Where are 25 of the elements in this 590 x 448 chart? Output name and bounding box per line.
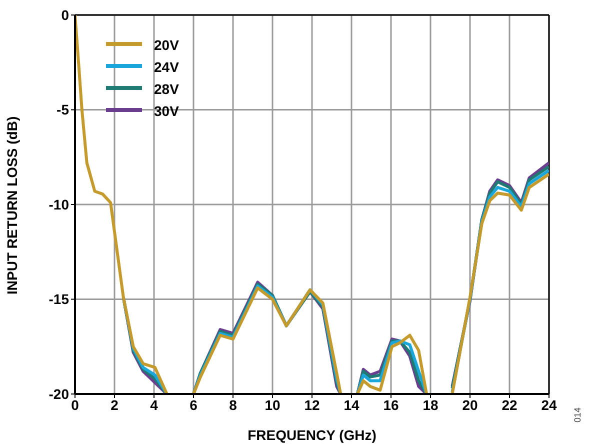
x-tick-label: 14	[344, 396, 360, 413]
x-axis-title: FREQUENCY (GHz)	[248, 427, 376, 443]
legend-label: 20V	[154, 37, 179, 53]
x-tick-label: 18	[422, 396, 438, 413]
text: 014	[572, 407, 583, 423]
y-tick-label: -5	[56, 102, 70, 118]
x-tick-label: 12	[304, 396, 320, 413]
y-tick-label: 0	[61, 6, 70, 23]
legend-label: 30V	[154, 103, 179, 119]
x-tick-label: 10	[264, 396, 280, 413]
x-tick-label: 22	[502, 396, 518, 413]
y-tick-label: -10	[48, 196, 70, 212]
x-tick-label: 16	[383, 396, 399, 413]
y-tick-label: -15	[48, 291, 70, 308]
x-tick-label: 6	[190, 396, 198, 413]
x-tick-label: 2	[110, 396, 119, 413]
x-tick-label: 4	[150, 396, 158, 413]
x-tick-label: 24	[541, 396, 557, 413]
x-tick-label: 0	[71, 396, 80, 413]
y-axis-title: INPUT RETURN LOSS (dB)	[4, 116, 20, 294]
x-tick-label: 8	[229, 396, 238, 413]
x-tick-label: 20	[462, 396, 478, 413]
y-tick-label: -20	[48, 386, 70, 402]
legend-label: 28V	[154, 81, 179, 97]
legend-label: 24V	[154, 59, 179, 75]
